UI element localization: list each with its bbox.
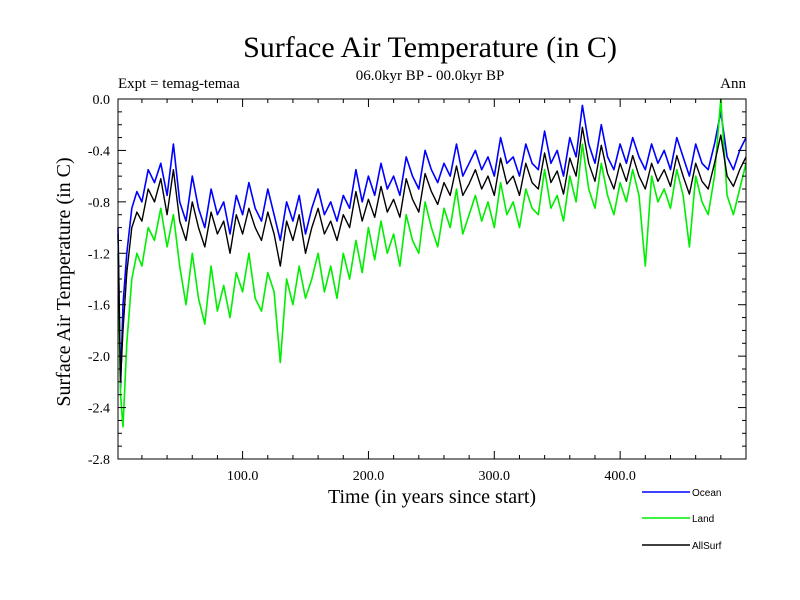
x-tick-label: 200.0 (353, 469, 385, 484)
x-tick-label: 100.0 (227, 469, 259, 484)
y-tick-label: -1.6 (88, 299, 110, 314)
y-tick-label: -2.4 (88, 402, 110, 417)
chart-subtitle: 06.0kyr BP - 00.0kyr BP (356, 68, 505, 84)
x-tick-label: 300.0 (479, 469, 511, 484)
x-tick-label: 400.0 (604, 469, 636, 484)
legend: Ocean Land AllSurf (642, 488, 722, 552)
y-tick-label: -2.8 (88, 453, 110, 468)
chart-title: Surface Air Temperature (in C) (243, 31, 617, 64)
season-label: Ann (720, 76, 746, 92)
y-tick-label: -0.8 (88, 196, 110, 211)
series-line-allsurf (117, 126, 747, 383)
experiment-label: Expt = temag-temaa (118, 76, 240, 92)
series-line-ocean (117, 104, 747, 390)
y-tick-label: 0.0 (93, 93, 111, 108)
y-tick-label: -1.2 (88, 247, 110, 262)
plot-area: 0.0 -0.4 -0.8 -1.2 -1.6 -2.0 -2.4 -2.8 100.0 200.… (88, 93, 747, 484)
y-tick-label: -2.0 (88, 350, 110, 365)
y-tick-label: -0.4 (88, 144, 110, 159)
series-line-land (117, 98, 747, 428)
legend-label-land: Land (692, 514, 714, 525)
legend-label-ocean: Ocean (692, 488, 721, 499)
y-axis-label: Surface Air Temperature (in C) (53, 157, 75, 406)
legend-label-allsurf: AllSurf (692, 541, 722, 552)
x-axis-label: Time (in years since start) (328, 486, 536, 508)
